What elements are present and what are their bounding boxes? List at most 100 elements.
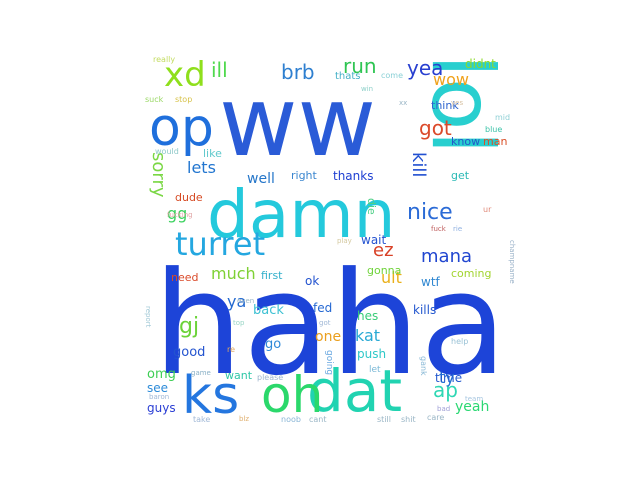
- word: get: [451, 169, 470, 182]
- word: shit: [401, 415, 416, 424]
- word: ok: [305, 274, 320, 288]
- word: like: [203, 147, 222, 160]
- word: please: [257, 373, 284, 382]
- word: gj: [179, 314, 200, 339]
- word: lets: [187, 158, 216, 177]
- word: fuck: [431, 225, 446, 233]
- word: champname: [508, 240, 516, 284]
- word: die: [365, 198, 378, 215]
- word: ur: [483, 205, 492, 214]
- word: sorry: [148, 152, 169, 198]
- word: well: [247, 171, 275, 187]
- word: go: [265, 337, 282, 352]
- word: take: [193, 415, 211, 424]
- word: rie: [453, 225, 463, 233]
- word: kat: [355, 326, 381, 345]
- word: help: [451, 337, 469, 346]
- word: ww: [219, 66, 377, 178]
- word: dat: [307, 357, 403, 425]
- word: thanks: [333, 169, 374, 183]
- word: yeah: [455, 399, 490, 415]
- word: wait: [361, 233, 387, 247]
- word: hes: [357, 309, 379, 323]
- word: re: [227, 345, 236, 354]
- word: nice: [407, 200, 453, 225]
- word: right: [291, 169, 317, 182]
- word: mid: [495, 113, 511, 122]
- word: didnt: [465, 57, 496, 71]
- word: kills: [413, 303, 437, 317]
- word: op: [149, 98, 214, 158]
- word: game: [191, 369, 211, 377]
- word: man: [483, 135, 508, 148]
- word: guys: [147, 401, 176, 415]
- word: team: [465, 395, 484, 403]
- word: fucking: [167, 211, 193, 219]
- word: blue: [485, 125, 503, 134]
- word: bad: [437, 405, 451, 413]
- word: noob: [281, 415, 301, 424]
- word: xd: [164, 55, 206, 95]
- word: oh: [261, 366, 324, 424]
- word: wtf: [421, 275, 440, 289]
- word: blz: [239, 415, 250, 423]
- word: want: [225, 369, 253, 382]
- word: baron: [149, 393, 170, 401]
- word: time: [435, 371, 463, 385]
- word: dude: [175, 191, 203, 204]
- word: ill: [211, 58, 228, 82]
- word: ap: [433, 378, 458, 402]
- word: ez: [373, 240, 394, 261]
- word: going: [324, 350, 334, 376]
- word: much: [211, 264, 256, 283]
- word: play: [337, 237, 352, 245]
- word: thats: [335, 71, 361, 82]
- word: turret: [175, 225, 266, 263]
- word: cant: [309, 415, 327, 424]
- word: omg: [147, 367, 176, 382]
- word: got: [419, 116, 452, 140]
- word: still: [377, 415, 391, 424]
- word: damn: [207, 176, 396, 253]
- word: back: [253, 303, 284, 318]
- word: got: [319, 319, 331, 327]
- word: gonna: [367, 264, 402, 277]
- word: even: [237, 297, 255, 305]
- word: xx: [399, 99, 408, 107]
- word: first: [261, 269, 283, 282]
- word: win: [361, 85, 374, 93]
- word: gg: [167, 204, 188, 223]
- word: run: [343, 54, 377, 78]
- word: need: [171, 271, 199, 284]
- word: kill: [408, 152, 429, 178]
- word: ty: [439, 368, 455, 387]
- word: let: [369, 365, 381, 375]
- word: ult: [381, 268, 402, 287]
- word: ya: [227, 292, 247, 311]
- word: care: [427, 413, 445, 422]
- word: push: [357, 347, 387, 361]
- word: stop: [175, 95, 193, 104]
- word: suck: [145, 95, 164, 104]
- word: gank: [419, 356, 428, 376]
- word: mana: [421, 246, 473, 267]
- word: fed: [313, 301, 333, 315]
- word: coming: [451, 267, 492, 280]
- word: come: [381, 71, 404, 80]
- word: good: [173, 345, 206, 360]
- word: ks: [182, 366, 240, 426]
- word: one: [315, 329, 342, 345]
- word: would: [155, 147, 179, 156]
- word: brb: [281, 60, 315, 84]
- word: top: [233, 319, 245, 327]
- word: think: [431, 99, 459, 112]
- word: wow: [433, 70, 469, 89]
- word: know: [451, 135, 481, 148]
- word: report: [144, 306, 152, 328]
- word: see: [147, 381, 169, 395]
- word: haha: [153, 242, 508, 407]
- word: yes: [451, 99, 464, 107]
- word: yea: [407, 56, 444, 80]
- word-cloud: ww haha lol damn dat oh ks op turret xd …: [144, 40, 520, 440]
- word: really: [153, 55, 176, 64]
